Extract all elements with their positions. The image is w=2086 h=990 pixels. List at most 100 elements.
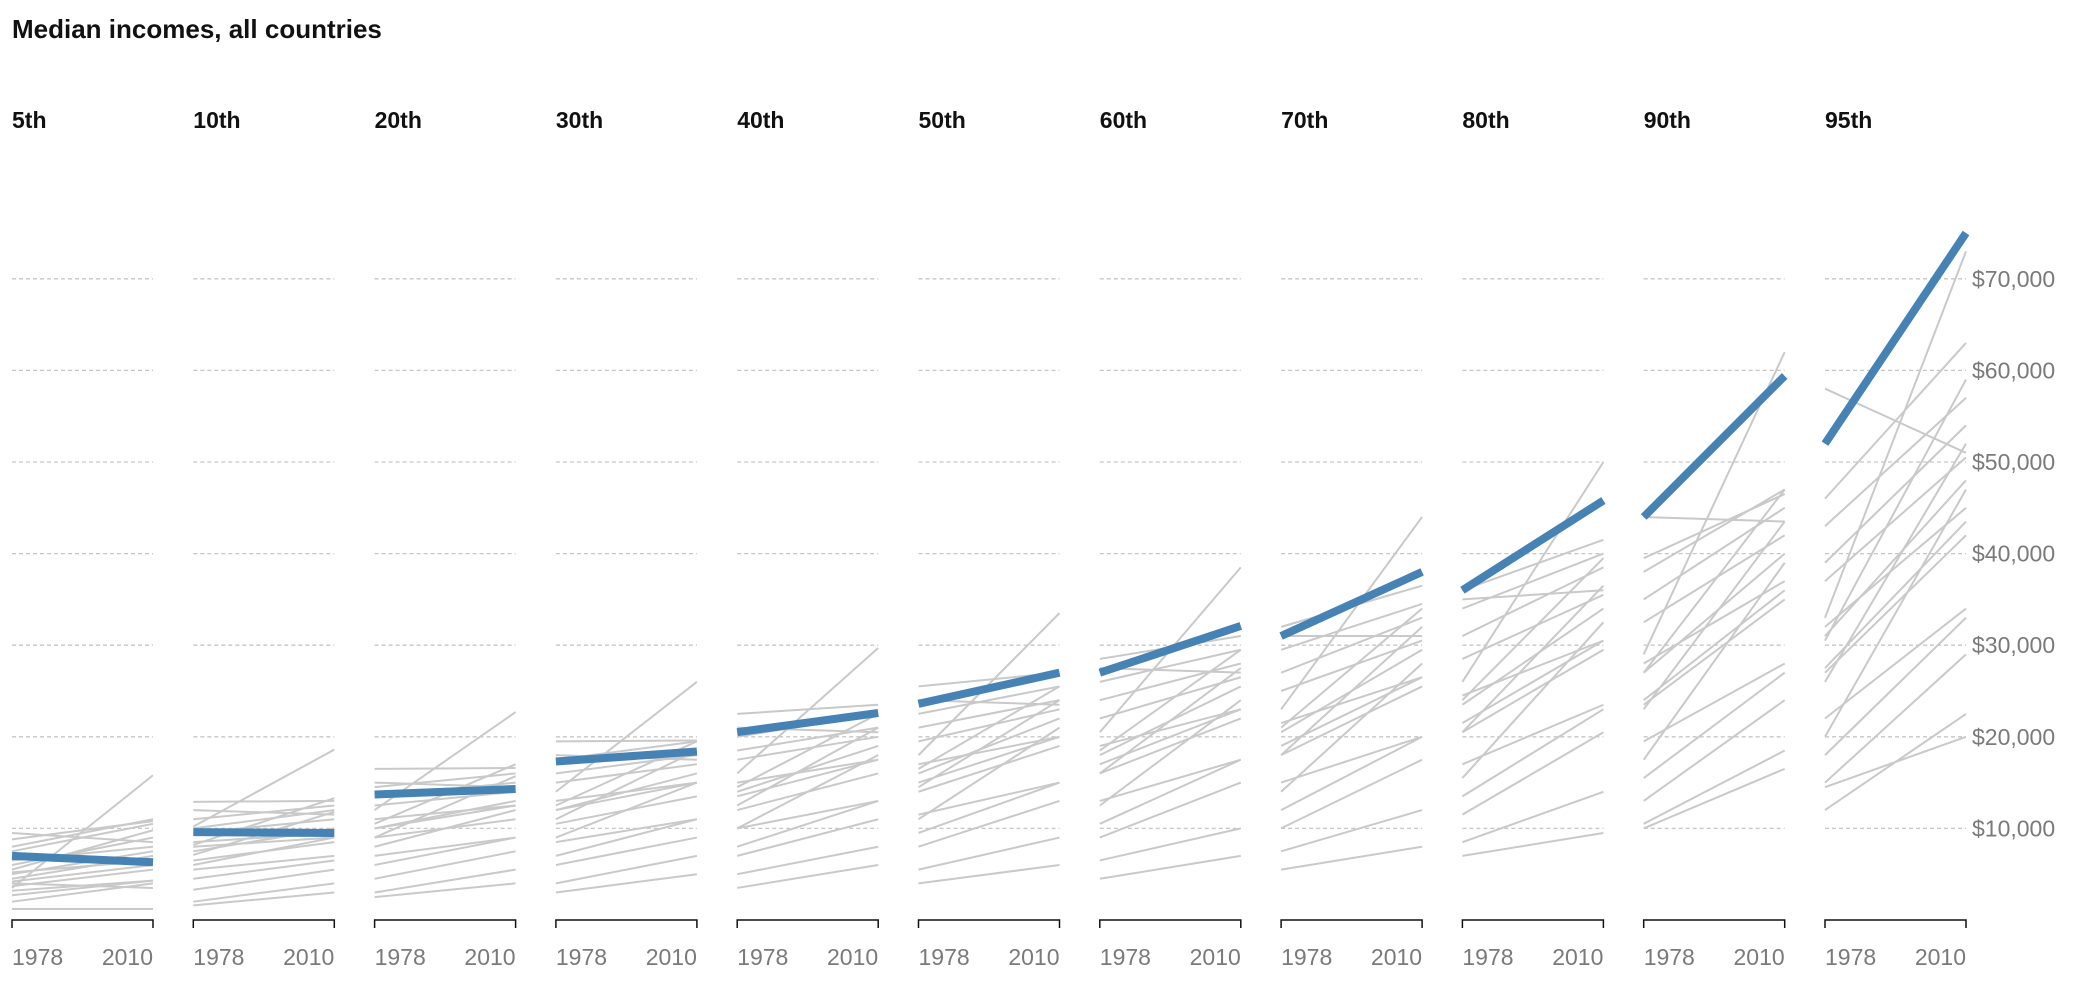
country-line [1280,735,1423,811]
x-tick-label: 2010 [1915,944,1966,970]
country-line [737,845,879,876]
country-line [737,758,879,784]
country-line [1099,676,1242,720]
country-line [736,772,879,812]
x-tick-label: 2010 [1371,944,1422,970]
country-line [555,739,697,743]
country-line [1824,250,1967,619]
country-line [1643,488,1786,573]
country-line [1280,639,1423,692]
chart-title: Median incomes, all countries [12,14,382,44]
y-tick-label: $10,000 [1972,815,2055,841]
country-line [1824,443,1967,683]
country-line [918,735,1060,766]
country-line [1280,685,1423,757]
country-line [1099,758,1242,802]
country-line [917,685,1061,770]
x-axis [192,919,336,928]
panel-title: 60th [1100,107,1147,133]
median-line [917,668,1061,708]
y-tick-label: $20,000 [1972,724,2055,750]
country-line [736,758,879,798]
country-line [1643,493,1786,560]
country-line [374,772,516,789]
x-tick-label: 1978 [556,944,607,970]
panel-title: 80th [1462,107,1509,133]
country-line [193,859,335,880]
country-line [1824,456,1967,582]
country-line [1824,397,1967,527]
x-tick-label: 2010 [464,944,515,970]
country-line [555,854,698,885]
x-tick-label: 1978 [12,944,63,970]
median-line [1279,568,1424,640]
country-line [1099,717,1242,775]
country-line [1824,488,1967,738]
country-line [193,854,335,871]
country-line [918,735,1060,784]
country-line [1099,699,1242,807]
country-line [1461,621,1605,779]
panel-title: 95th [1825,107,1872,133]
panel-20th: 20th 1978 2010 [373,107,517,970]
country-line [1099,685,1242,757]
country-line [1462,790,1604,844]
panel-title: 30th [556,107,603,133]
country-line [374,836,516,857]
country-line [555,749,698,821]
country-line [11,818,154,848]
country-line [1099,827,1242,862]
country-line [737,799,879,830]
x-tick-label: 2010 [1008,944,1059,970]
country-line [1824,617,1967,756]
y-axis: $10,000 $20,000 $30,000 $40,000 $50,000 $60,0… [1972,266,2055,842]
panel-70th: 70th 1978 2010 [1279,107,1424,970]
country-line [1643,749,1786,825]
x-axis [736,919,879,928]
country-line [1099,648,1242,683]
country-line [1824,653,1967,784]
median-line [374,785,516,799]
x-tick-label: 1978 [1100,944,1151,970]
x-tick-label: 1978 [1644,944,1695,970]
x-tick-label: 1978 [1281,944,1332,970]
country-line [918,864,1060,885]
country-line [736,713,879,789]
x-axis [1280,919,1423,928]
country-line [1280,648,1423,734]
country-line [1280,845,1423,871]
country-line [374,836,516,867]
country-line [1643,671,1786,779]
country-line [1462,589,1604,601]
panel-title: 90th [1644,107,1691,133]
country-line [11,774,154,889]
country-line [1824,379,1967,642]
country-line [1643,552,1786,674]
country-line [193,799,335,803]
country-line [1642,520,1786,710]
country-line [1280,735,1423,784]
x-tick-label: 1978 [1462,944,1513,970]
country-line [1099,854,1241,880]
x-axis [373,919,517,928]
country-line [192,748,335,828]
median-line [1640,373,1788,520]
country-line [555,681,698,793]
country-line [917,726,1061,821]
country-line [1099,708,1242,747]
x-tick-label: 2010 [1734,944,1785,970]
panel-title: 50th [919,107,966,133]
median-line [193,828,335,837]
country-line [737,703,879,715]
y-tick-label: $70,000 [1972,266,2055,292]
y-tick-label: $50,000 [1972,449,2055,475]
median-line [11,851,154,867]
panel-95th: 95th 1978 2010 [1821,107,1970,970]
y-tick-label: $60,000 [1972,357,2055,383]
country-line [193,891,335,907]
x-tick-label: 2010 [827,944,878,970]
panel-title: 10th [193,107,240,133]
country-line [1643,662,1786,743]
x-axis [555,919,698,928]
x-tick-label: 1978 [193,944,244,970]
